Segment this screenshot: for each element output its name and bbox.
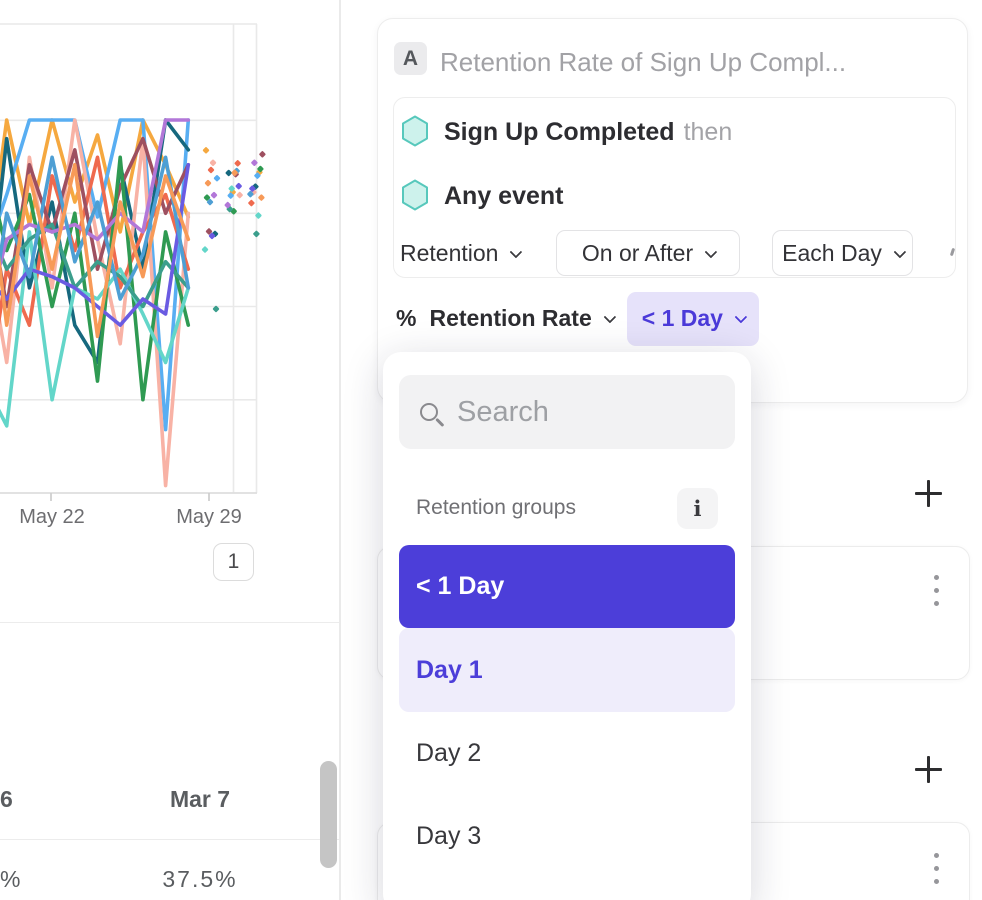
- chart-title[interactable]: Retention Rate of Sign Up Compl...: [440, 47, 847, 77]
- event-name: Sign Up Completed: [444, 118, 675, 146]
- event-suffix: then: [683, 118, 733, 146]
- chevron-down-icon: [704, 245, 718, 258]
- add-group-button[interactable]: [915, 480, 942, 507]
- on-or-after-dropdown[interactable]: On or After: [556, 230, 740, 276]
- dropdown-option-day-1[interactable]: Day 1: [399, 628, 735, 712]
- dropdown-value: Each Day: [782, 239, 882, 266]
- metric-letter: A: [402, 46, 419, 70]
- pagination-badge[interactable]: 1: [213, 543, 254, 581]
- table-value-cell: %: [0, 866, 23, 892]
- more-options-kebab-icon[interactable]: [930, 571, 943, 610]
- chart-series: [0, 118, 266, 488]
- retention-query-card: A Retention Rate of Sign Up Compl... Sig…: [377, 18, 968, 403]
- info-icon[interactable]: i: [677, 488, 718, 529]
- metric-row: % Retention Rate < 1 Day: [396, 291, 759, 346]
- event-name: Any event: [444, 182, 564, 210]
- dropdown-section-label: Retention groups: [416, 496, 576, 519]
- clipped-control-fragment: [949, 247, 956, 257]
- event-definition-card: Sign Up Completed then Any event Retentio…: [393, 97, 956, 278]
- search-box[interactable]: [399, 375, 735, 449]
- chart-axis: [0, 492, 257, 501]
- event-hexagon-icon: [402, 115, 428, 147]
- x-axis-tick-label: May 22: [19, 506, 85, 528]
- table-date-cell: Mar 7: [169, 786, 231, 812]
- dropdown-value: Retention: [400, 239, 499, 266]
- retention-type-dropdown[interactable]: Retention: [400, 230, 523, 276]
- dropdown-option-lt-1-day[interactable]: < 1 Day: [399, 545, 735, 628]
- chevron-down-icon: [734, 310, 748, 324]
- more-options-kebab-icon[interactable]: [930, 849, 943, 888]
- x-axis-tick-label: May 29: [176, 506, 242, 528]
- pagination-number: 1: [227, 550, 240, 573]
- chevron-down-icon: [510, 245, 523, 258]
- table-date-cell: 6: [0, 786, 13, 812]
- table-value-cell: 37.5%: [162, 866, 238, 892]
- retention-group-dropdown-menu: Retention groups i < 1 Day Day 1 Day 2 D…: [383, 352, 751, 900]
- search-icon: [420, 403, 438, 421]
- add-group-button[interactable]: [915, 756, 942, 783]
- scrollbar-thumb[interactable]: [320, 761, 337, 868]
- chevron-down-icon: [603, 310, 617, 324]
- retention-group-chip[interactable]: < 1 Day: [626, 291, 759, 346]
- retention-rate-dropdown[interactable]: Retention Rate: [429, 305, 592, 331]
- event-hexagon-icon: [402, 179, 428, 211]
- table-divider: [0, 839, 339, 840]
- percent-icon: %: [396, 305, 417, 331]
- chart-panel: May 22 May 29 1 6 Mar 7 % 37.5%: [0, 0, 340, 900]
- search-input[interactable]: [457, 395, 707, 429]
- retention-line-chart: [0, 23, 266, 501]
- event-selector[interactable]: Sign Up Completed then: [444, 118, 732, 147]
- dropdown-value: On or After: [581, 239, 694, 266]
- table-divider: [0, 622, 339, 623]
- panel-divider: [339, 0, 341, 900]
- dropdown-options-list: < 1 Day Day 1 Day 2 Day 3: [399, 545, 735, 878]
- dropdown-option-day-3[interactable]: Day 3: [416, 822, 482, 850]
- metric-letter-badge: A: [394, 42, 427, 75]
- each-day-dropdown[interactable]: Each Day: [772, 230, 913, 276]
- chevron-down-icon: [893, 245, 907, 258]
- chip-value: < 1 Day: [641, 305, 723, 331]
- event-selector[interactable]: Any event: [444, 182, 563, 211]
- dropdown-option-day-2[interactable]: Day 2: [416, 739, 482, 767]
